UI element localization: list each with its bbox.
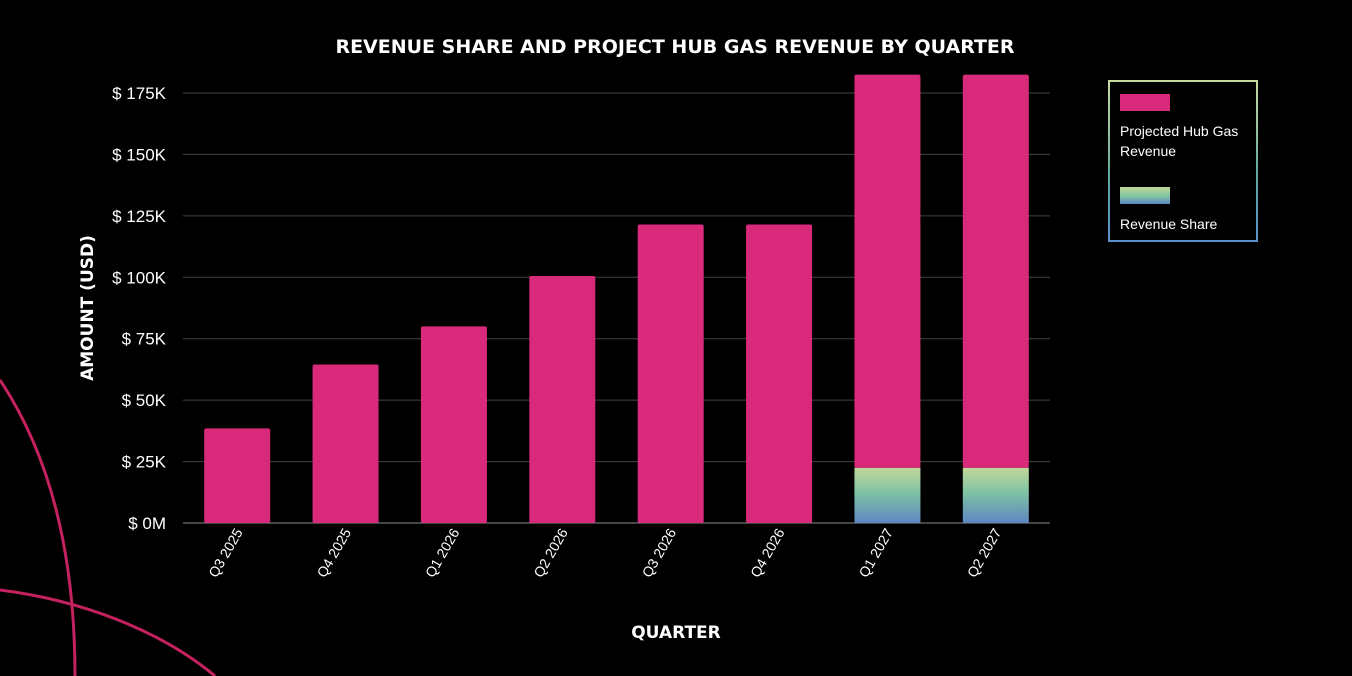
bar-hub-gas	[312, 364, 379, 523]
bar-hub-gas	[529, 276, 596, 523]
decorative-arc-left	[0, 379, 77, 676]
legend-swatch-revenue-share	[1120, 187, 1170, 204]
bar-hub-gas	[746, 224, 813, 523]
legend-item-hub-gas: Projected Hub Gas Revenue	[1120, 94, 1256, 161]
bar-revenue-share	[854, 467, 921, 523]
y-tick-label: $ 25K	[122, 453, 167, 472]
bar-hub-gas	[420, 326, 487, 523]
y-axis-title: AMOUNT (USD)	[78, 235, 98, 381]
y-axis-ticks: $ 0M $ 25K $ 50K $ 75K $ 100K $ 125K $ 150K $ 1…	[112, 84, 167, 533]
x-tick-label: Q2 2026	[530, 525, 571, 580]
y-tick-label: $ 50K	[122, 391, 167, 410]
legend-item-revenue-share: Revenue Share	[1120, 187, 1256, 234]
x-tick-label: Q3 2026	[639, 525, 680, 580]
y-tick-label: $ 175K	[112, 84, 167, 103]
decorative-arc-bottom	[0, 588, 216, 676]
x-tick-label: Q4 2026	[747, 525, 788, 580]
y-tick-label: $ 150K	[112, 145, 167, 164]
x-tick-label: Q2 2027	[964, 525, 1005, 580]
y-tick-label: $ 75K	[122, 330, 167, 349]
bar-hub-gas	[204, 428, 271, 523]
y-tick-label: $ 0M	[128, 514, 166, 533]
x-axis-ticks: Q3 2025 Q4 2025 Q1 2026 Q2 2026 Q3 2026 Q4 20…	[205, 525, 1004, 580]
y-tick-label: $ 125K	[112, 207, 167, 226]
legend-label-revenue-share: Revenue Share	[1120, 216, 1218, 232]
bar-revenue-share	[962, 467, 1029, 523]
x-tick-label: Q1 2026	[422, 525, 463, 580]
legend: Projected Hub Gas Revenue Revenue Share	[1108, 80, 1258, 242]
legend-swatch-hub-gas	[1120, 94, 1170, 111]
bar-hub-gas	[962, 74, 1029, 468]
chart-title: REVENUE SHARE AND PROJECT HUB GAS REVENU…	[335, 36, 1014, 58]
y-tick-label: $ 100K	[112, 268, 167, 287]
x-tick-label: Q1 2027	[855, 525, 896, 580]
x-tick-label: Q4 2025	[313, 525, 354, 580]
legend-label-hub-gas: Projected Hub Gas Revenue	[1120, 123, 1239, 159]
x-axis-title: QUARTER	[631, 623, 721, 643]
x-tick-label: Q3 2025	[205, 525, 246, 580]
bar-hub-gas	[854, 74, 921, 468]
bar-hub-gas	[637, 224, 704, 523]
bars	[204, 74, 1029, 523]
